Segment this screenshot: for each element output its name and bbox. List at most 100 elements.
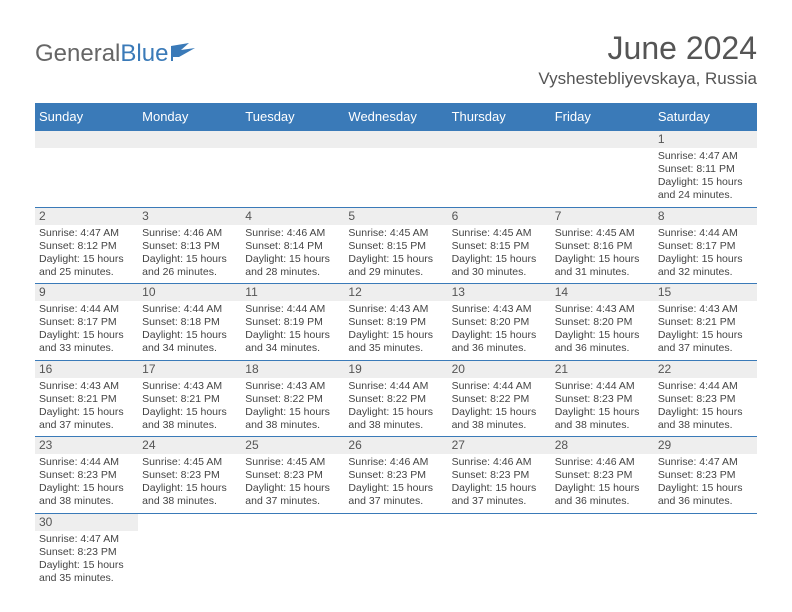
sunset-text: Sunset: 8:23 PM [348,469,443,482]
sunrise-text: Sunrise: 4:47 AM [39,533,134,546]
sunset-text: Sunset: 8:17 PM [39,316,134,329]
sunset-text: Sunset: 8:23 PM [452,469,547,482]
sunrise-text: Sunrise: 4:44 AM [245,303,340,316]
sunrise-text: Sunrise: 4:45 AM [452,227,547,240]
calendar-cell [138,131,241,208]
daylight-text: Daylight: 15 hours and 32 minutes. [658,253,753,279]
day-number: 10 [138,284,241,301]
day-number: 15 [654,284,757,301]
day-number: 28 [551,437,654,454]
sunrise-text: Sunrise: 4:44 AM [555,380,650,393]
sunrise-text: Sunrise: 4:43 AM [658,303,753,316]
day-header: Friday [551,103,654,131]
calendar-cell: 12Sunrise: 4:43 AMSunset: 8:19 PMDayligh… [344,284,447,361]
daylight-text: Daylight: 15 hours and 36 minutes. [452,329,547,355]
calendar-cell: 18Sunrise: 4:43 AMSunset: 8:22 PMDayligh… [241,360,344,437]
calendar-cell: 25Sunrise: 4:45 AMSunset: 8:23 PMDayligh… [241,437,344,514]
page-title: June 2024 [538,30,757,67]
day-number: 17 [138,361,241,378]
day-header: Saturday [654,103,757,131]
sunset-text: Sunset: 8:23 PM [555,393,650,406]
calendar-cell [241,513,344,589]
sunset-text: Sunset: 8:22 PM [348,393,443,406]
sunset-text: Sunset: 8:18 PM [142,316,237,329]
calendar-cell: 7Sunrise: 4:45 AMSunset: 8:16 PMDaylight… [551,207,654,284]
calendar-cell: 30Sunrise: 4:47 AMSunset: 8:23 PMDayligh… [35,513,138,589]
calendar-cell: 1Sunrise: 4:47 AMSunset: 8:11 PMDaylight… [654,131,757,208]
calendar-week-row: 9Sunrise: 4:44 AMSunset: 8:17 PMDaylight… [35,284,757,361]
sunrise-text: Sunrise: 4:44 AM [142,303,237,316]
sunset-text: Sunset: 8:20 PM [555,316,650,329]
sunrise-text: Sunrise: 4:45 AM [348,227,443,240]
day-header: Monday [138,103,241,131]
daylight-text: Daylight: 15 hours and 37 minutes. [658,329,753,355]
daylight-text: Daylight: 15 hours and 24 minutes. [658,176,753,202]
sunrise-text: Sunrise: 4:45 AM [142,456,237,469]
logo-flag-icon [171,40,199,68]
day-header-row: Sunday Monday Tuesday Wednesday Thursday… [35,103,757,131]
day-number: 13 [448,284,551,301]
day-number: 27 [448,437,551,454]
day-number: 7 [551,208,654,225]
calendar-cell [448,131,551,208]
empty-day [551,131,654,148]
calendar-cell: 14Sunrise: 4:43 AMSunset: 8:20 PMDayligh… [551,284,654,361]
sunrise-text: Sunrise: 4:46 AM [245,227,340,240]
sunrise-text: Sunrise: 4:46 AM [452,456,547,469]
calendar-cell: 27Sunrise: 4:46 AMSunset: 8:23 PMDayligh… [448,437,551,514]
sunset-text: Sunset: 8:21 PM [658,316,753,329]
empty-day [241,131,344,148]
sunset-text: Sunset: 8:16 PM [555,240,650,253]
sunset-text: Sunset: 8:15 PM [452,240,547,253]
sunrise-text: Sunrise: 4:43 AM [555,303,650,316]
daylight-text: Daylight: 15 hours and 35 minutes. [39,559,134,585]
daylight-text: Daylight: 15 hours and 26 minutes. [142,253,237,279]
day-number: 8 [654,208,757,225]
sunrise-text: Sunrise: 4:47 AM [658,150,753,163]
calendar-cell: 28Sunrise: 4:46 AMSunset: 8:23 PMDayligh… [551,437,654,514]
sunset-text: Sunset: 8:23 PM [658,393,753,406]
calendar-body: 1Sunrise: 4:47 AMSunset: 8:11 PMDaylight… [35,131,757,590]
empty-day [448,131,551,148]
empty-day [138,131,241,148]
sunset-text: Sunset: 8:23 PM [142,469,237,482]
sunrise-text: Sunrise: 4:44 AM [658,380,753,393]
daylight-text: Daylight: 15 hours and 36 minutes. [555,482,650,508]
day-number: 21 [551,361,654,378]
sunset-text: Sunset: 8:22 PM [245,393,340,406]
calendar-week-row: 30Sunrise: 4:47 AMSunset: 8:23 PMDayligh… [35,513,757,589]
daylight-text: Daylight: 15 hours and 38 minutes. [39,482,134,508]
day-number: 11 [241,284,344,301]
calendar-cell: 13Sunrise: 4:43 AMSunset: 8:20 PMDayligh… [448,284,551,361]
location-text: Vyshestebliyevskaya, Russia [538,69,757,89]
day-number: 12 [344,284,447,301]
calendar-week-row: 16Sunrise: 4:43 AMSunset: 8:21 PMDayligh… [35,360,757,437]
calendar-cell: 22Sunrise: 4:44 AMSunset: 8:23 PMDayligh… [654,360,757,437]
daylight-text: Daylight: 15 hours and 37 minutes. [39,406,134,432]
calendar-cell: 16Sunrise: 4:43 AMSunset: 8:21 PMDayligh… [35,360,138,437]
daylight-text: Daylight: 15 hours and 35 minutes. [348,329,443,355]
calendar-week-row: 2Sunrise: 4:47 AMSunset: 8:12 PMDaylight… [35,207,757,284]
calendar-cell: 29Sunrise: 4:47 AMSunset: 8:23 PMDayligh… [654,437,757,514]
sunset-text: Sunset: 8:14 PM [245,240,340,253]
sunset-text: Sunset: 8:23 PM [39,469,134,482]
calendar-table: Sunday Monday Tuesday Wednesday Thursday… [35,103,757,589]
day-number: 29 [654,437,757,454]
day-number: 6 [448,208,551,225]
daylight-text: Daylight: 15 hours and 30 minutes. [452,253,547,279]
day-number: 5 [344,208,447,225]
sunrise-text: Sunrise: 4:43 AM [142,380,237,393]
daylight-text: Daylight: 15 hours and 31 minutes. [555,253,650,279]
sunset-text: Sunset: 8:23 PM [245,469,340,482]
calendar-week-row: 23Sunrise: 4:44 AMSunset: 8:23 PMDayligh… [35,437,757,514]
day-number: 23 [35,437,138,454]
calendar-cell: 11Sunrise: 4:44 AMSunset: 8:19 PMDayligh… [241,284,344,361]
day-number: 16 [35,361,138,378]
calendar-cell: 24Sunrise: 4:45 AMSunset: 8:23 PMDayligh… [138,437,241,514]
daylight-text: Daylight: 15 hours and 34 minutes. [245,329,340,355]
sunset-text: Sunset: 8:22 PM [452,393,547,406]
day-number: 19 [344,361,447,378]
daylight-text: Daylight: 15 hours and 38 minutes. [555,406,650,432]
calendar-cell: 26Sunrise: 4:46 AMSunset: 8:23 PMDayligh… [344,437,447,514]
daylight-text: Daylight: 15 hours and 25 minutes. [39,253,134,279]
